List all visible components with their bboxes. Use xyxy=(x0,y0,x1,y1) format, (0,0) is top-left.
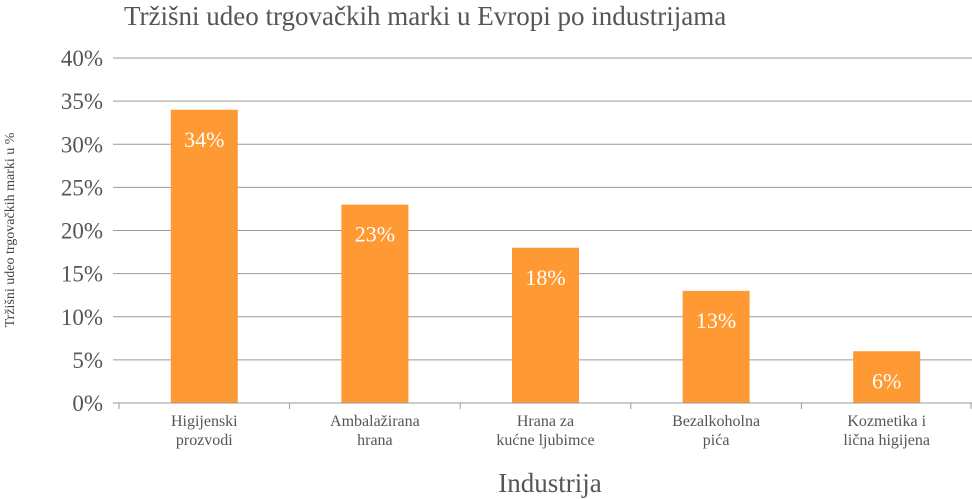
y-tick-label-40: 40% xyxy=(61,46,103,71)
bar-value-label-2: 23% xyxy=(355,222,395,247)
x-axis-label: Industrija xyxy=(498,468,601,498)
x-tick-label-3: Hrana za kućne ljubimce xyxy=(496,413,594,449)
x-tick-label-4: Bezalkoholna pića xyxy=(672,413,760,449)
y-axis-label: Tržišni udeo trgovačkih marki u % xyxy=(3,132,18,327)
x-tick-label-1: Higijenski prozvodi xyxy=(171,413,238,449)
bar-2 xyxy=(341,204,409,403)
bar-1 xyxy=(170,109,238,403)
y-tick-label-15: 15% xyxy=(61,262,103,287)
bar-value-label-5: 6% xyxy=(872,368,901,393)
bar-3 xyxy=(512,247,579,403)
bar-value-label-4: 13% xyxy=(696,308,736,333)
bar-5 xyxy=(853,351,921,403)
y-axis-ticks: 0% 5% 10% 15% 20% 25% 30% 35% 40% xyxy=(61,46,119,416)
bars xyxy=(170,109,921,403)
y-tick-label-20: 20% xyxy=(61,219,103,244)
chart-title: Tržišni udeo trgovačkih marki u Evropi p… xyxy=(124,1,726,31)
data-labels: 34% 23% 18% 13% 6% xyxy=(184,127,901,394)
bar-4 xyxy=(682,290,750,403)
x-tick-label-5: Kozmetika i lična higijena xyxy=(843,413,930,449)
bar-value-label-3: 18% xyxy=(525,265,565,290)
y-tick-label-30: 30% xyxy=(61,132,103,157)
y-tick-label-5: 5% xyxy=(72,348,103,373)
y-tick-label-25: 25% xyxy=(61,175,103,200)
y-tick-label-0: 0% xyxy=(72,391,103,416)
y-tick-label-10: 10% xyxy=(61,305,103,330)
bar-value-label-1: 34% xyxy=(184,127,224,152)
x-tick-label-2: Ambalažirana hrana xyxy=(330,413,420,449)
y-tick-label-35: 35% xyxy=(61,89,103,114)
x-axis-ticks: Higijenski prozvodi Ambalažirana hrana Hrana… xyxy=(118,403,972,449)
